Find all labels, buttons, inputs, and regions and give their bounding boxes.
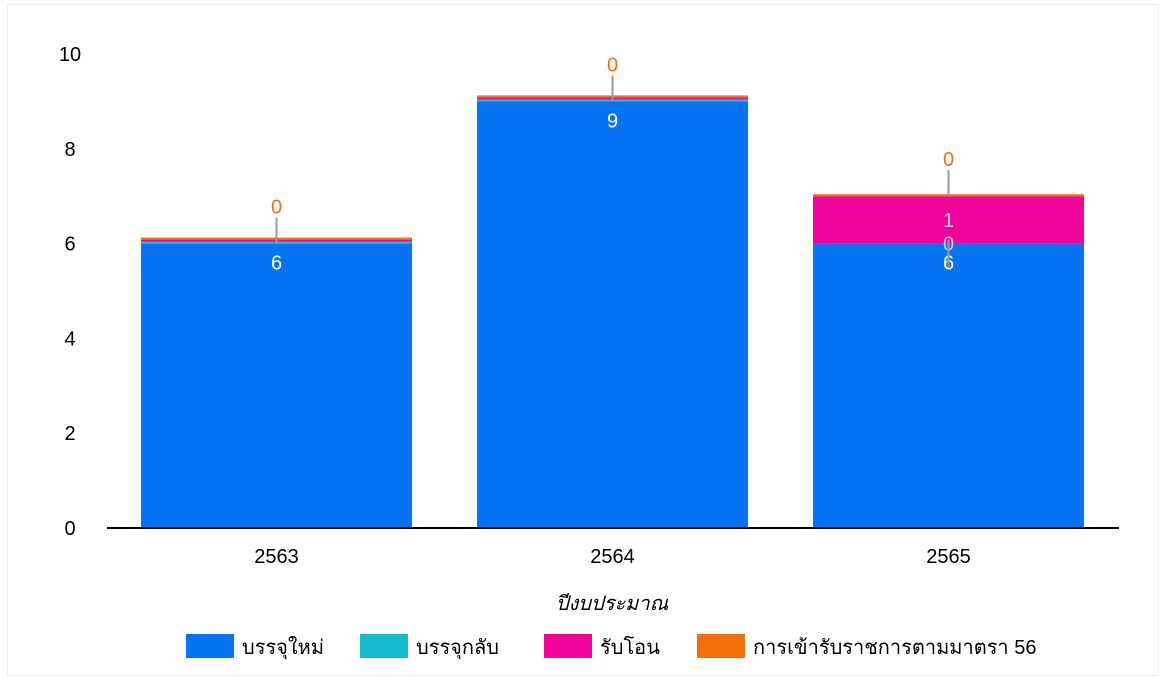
bar-segment [813, 243, 1084, 528]
y-tick-label: 2 [64, 423, 75, 445]
legend-label: รับโอน [600, 636, 660, 659]
legend-swatch [544, 634, 592, 658]
x-tick-label: 2563 [254, 546, 299, 568]
y-tick-label: 6 [64, 234, 75, 256]
data-label: 6 [271, 253, 282, 275]
legend-swatch [360, 634, 408, 658]
y-tick-label: 10 [59, 44, 81, 66]
bar-segment [813, 196, 1084, 244]
legend-label: การเข้ารับราชการตามมาตรา 56 [753, 637, 1036, 659]
legend: บรรจุใหม่ บรรจุกลับ รับโอน การเข้ารับราชการ… [186, 634, 1036, 660]
data-label: 1 [943, 210, 954, 232]
legend-swatch [697, 634, 745, 658]
x-tick-label: 2565 [926, 546, 971, 568]
legend-swatch [186, 634, 234, 658]
data-label: 0 [607, 54, 618, 76]
y-tick-label: 0 [64, 518, 75, 540]
x-axis-title: ปีงบประมาณ [556, 591, 669, 615]
x-tick-label: 2564 [590, 546, 635, 568]
data-labels: 60906010 [271, 54, 954, 274]
bar-segment [141, 243, 412, 528]
legend-label: บรรจุใหม่ [242, 636, 324, 660]
bar-segment [477, 101, 748, 529]
x-axis-ticks: 2563 2564 2565 [254, 546, 971, 568]
y-axis-ticks: 0 2 4 6 8 10 [59, 44, 81, 540]
chart-frame [7, 4, 1159, 676]
y-tick-label: 4 [64, 328, 75, 350]
legend-label: บรรจุกลับ [416, 637, 499, 660]
data-label: 0 [271, 197, 282, 219]
data-label: 9 [607, 110, 618, 132]
data-label: 0 [943, 149, 954, 171]
y-tick-label: 8 [64, 139, 75, 161]
